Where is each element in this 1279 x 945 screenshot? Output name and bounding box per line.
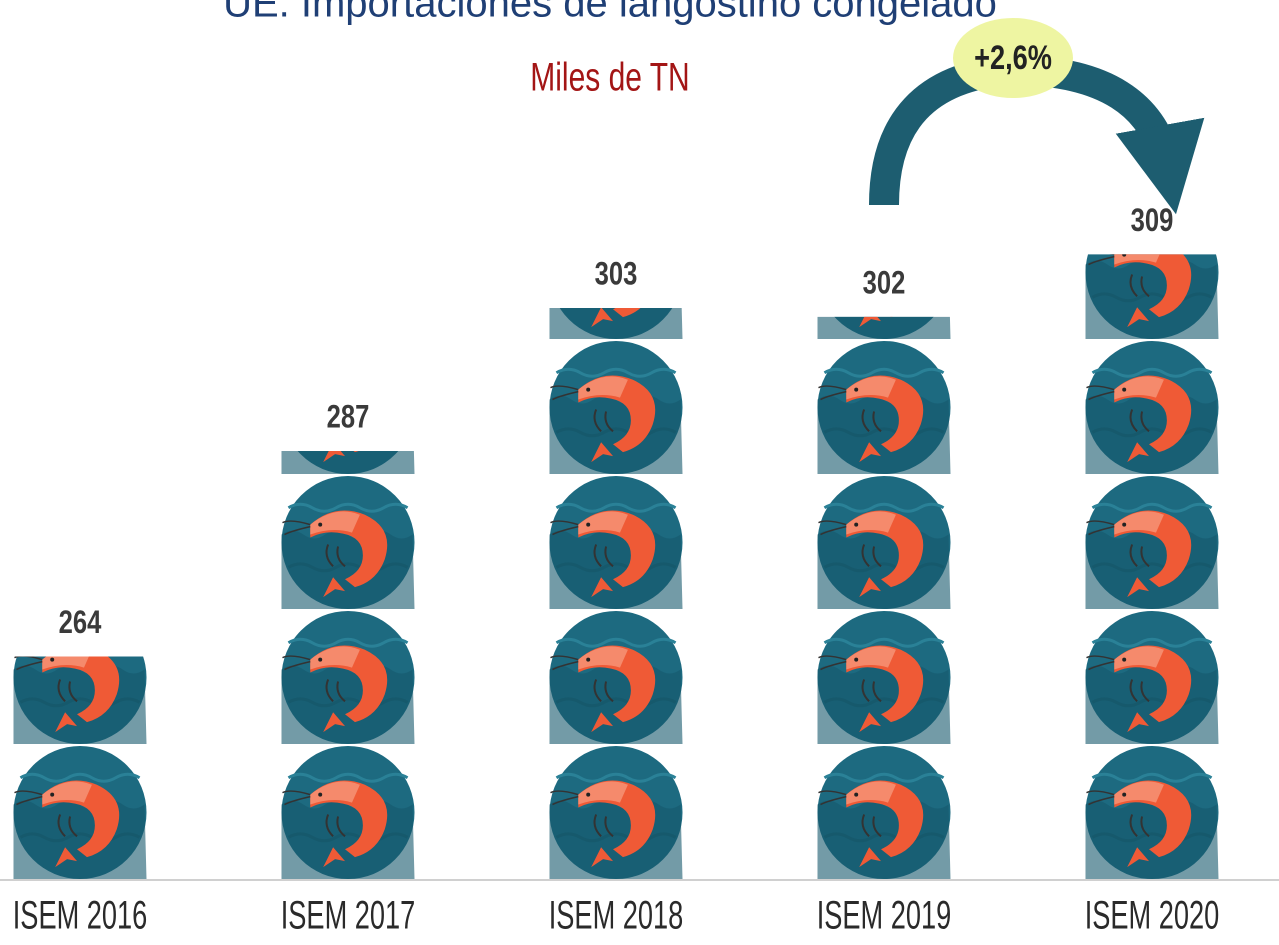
chart-subtitle: Miles de TN <box>530 55 689 99</box>
value-label: 264 <box>59 605 102 640</box>
x-tick-label: ISEM 2018 <box>549 893 684 937</box>
shrimp-icon <box>816 610 952 745</box>
x-tick-label: ISEM 2019 <box>817 893 952 937</box>
x-tick-label: ISEM 2017 <box>281 893 416 937</box>
annotation: +2,6% <box>974 38 1052 77</box>
chart-title: UE. Importaciones de langostino congelad… <box>223 0 997 26</box>
annotation-bubble <box>953 18 1073 98</box>
shrimp-icon <box>1084 745 1220 880</box>
shrimp-icon <box>281 206 414 339</box>
shrimp-icon <box>816 475 952 610</box>
shrimp-icon <box>280 745 416 880</box>
value-label: 309 <box>1131 203 1174 238</box>
shrimp-icon <box>548 340 684 475</box>
pictograph-bar <box>1084 254 1220 880</box>
shrimp-icon <box>816 340 952 475</box>
shrimp-icon <box>816 745 952 880</box>
value-label: 287 <box>327 400 370 435</box>
shrimp-icon <box>548 610 684 745</box>
shrimp-icon <box>1084 610 1220 745</box>
shrimp-icon <box>280 475 416 610</box>
x-tick-label: ISEM 2020 <box>1085 893 1220 937</box>
shrimp-icon <box>280 610 416 745</box>
shrimp-icon <box>1084 340 1220 475</box>
value-label: 302 <box>863 266 906 301</box>
shrimp-icon <box>12 745 148 880</box>
shrimp-icon <box>548 475 684 610</box>
shrimp-icon <box>548 745 684 880</box>
x-tick-label: ISEM 2016 <box>13 893 148 937</box>
shrimp-icon <box>13 476 146 609</box>
pictograph-bar <box>12 476 148 880</box>
pictograph-bar <box>548 307 684 880</box>
pictograph-bar <box>280 206 416 880</box>
shrimp-icon <box>1084 475 1220 610</box>
value-label: 303 <box>595 257 638 292</box>
